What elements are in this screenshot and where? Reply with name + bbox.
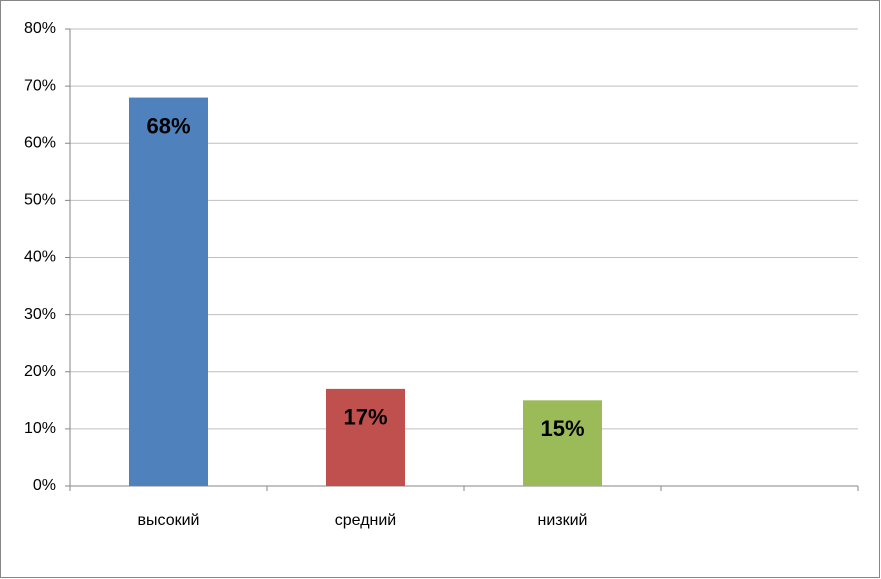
x-tick-label: низкий: [538, 512, 588, 529]
y-tick-label: 70%: [24, 77, 56, 94]
x-tick-label: средний: [335, 512, 397, 529]
x-tick-label: высокий: [138, 512, 200, 529]
y-tick-label: 10%: [24, 420, 56, 437]
y-tick-label: 50%: [24, 192, 56, 209]
data-label: 15%: [540, 416, 584, 441]
y-tick-label: 60%: [24, 134, 56, 151]
y-tick-label: 20%: [24, 363, 56, 380]
data-label: 17%: [343, 405, 387, 430]
data-label: 68%: [146, 113, 190, 138]
bar: [326, 388, 405, 486]
y-tick-label: 40%: [24, 249, 56, 266]
y-tick-label: 0%: [33, 477, 56, 494]
bar: [523, 400, 602, 486]
y-tick-label: 80%: [24, 20, 56, 37]
bar: [129, 97, 208, 487]
y-tick-label: 30%: [24, 306, 56, 323]
